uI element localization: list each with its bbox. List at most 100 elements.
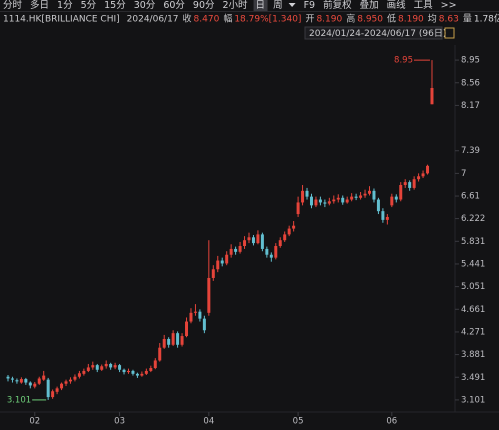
candle-body bbox=[243, 240, 247, 247]
tab[interactable]: 周 bbox=[273, 0, 283, 11]
tab[interactable]: 5分 bbox=[81, 0, 97, 11]
dropdown-icon[interactable] bbox=[288, 3, 296, 7]
candle-body bbox=[430, 87, 434, 105]
candle-body bbox=[260, 234, 264, 249]
candle-body bbox=[385, 216, 389, 220]
y-tick-label: 5.051 bbox=[461, 282, 485, 292]
candle-body bbox=[33, 383, 37, 387]
y-tick-label: 8.95 bbox=[461, 56, 480, 66]
candle-body bbox=[381, 211, 385, 220]
y-tick-label: 4.271 bbox=[461, 327, 485, 337]
candle-body bbox=[278, 240, 282, 247]
candle-body bbox=[60, 383, 64, 389]
field-label: 低 bbox=[387, 13, 396, 25]
candle-body bbox=[412, 179, 416, 188]
field-value: 8.470 bbox=[194, 15, 220, 25]
y-tick-label: 8.56 bbox=[461, 78, 480, 88]
candle-body bbox=[104, 363, 108, 367]
candle-body bbox=[421, 173, 425, 177]
candle-body bbox=[216, 260, 220, 270]
candle-body bbox=[113, 365, 117, 368]
candle-body bbox=[354, 196, 358, 198]
candle-body bbox=[73, 376, 77, 380]
candle-body bbox=[6, 376, 10, 379]
candle-body bbox=[198, 311, 202, 319]
field-label: 开 bbox=[305, 14, 314, 25]
candle-body bbox=[95, 365, 99, 370]
candle-body bbox=[207, 277, 211, 313]
symbol: 1114.HK[BRILLIANCE CHI] bbox=[3, 15, 120, 25]
y-tick-label: 7.39 bbox=[461, 146, 480, 156]
candle-body bbox=[91, 365, 95, 368]
tab[interactable]: 1分 bbox=[57, 0, 73, 11]
y-tick-label: 6.222 bbox=[461, 214, 485, 224]
candle-body bbox=[153, 360, 157, 369]
candle-body bbox=[408, 182, 412, 188]
candle-body bbox=[77, 373, 81, 377]
candle-body bbox=[176, 333, 180, 345]
candle-body bbox=[68, 379, 72, 382]
field-label: 均 bbox=[428, 13, 437, 25]
candle-body bbox=[118, 365, 122, 370]
candle-body bbox=[167, 338, 171, 345]
tab[interactable]: 前复权 bbox=[323, 0, 352, 11]
candle-body bbox=[229, 248, 233, 255]
quote-date: 2024/06/17 bbox=[127, 15, 179, 25]
tab[interactable]: 15分 bbox=[104, 0, 126, 11]
candle-body bbox=[19, 379, 23, 383]
field-value: 8.190 bbox=[398, 15, 424, 25]
candle-body bbox=[64, 381, 68, 384]
lock-icon[interactable] bbox=[444, 27, 455, 39]
candle-body bbox=[202, 318, 206, 331]
candle-body bbox=[28, 382, 32, 386]
candle-body bbox=[318, 199, 322, 203]
candle-body bbox=[220, 260, 224, 264]
candle-body bbox=[189, 312, 193, 322]
candle-body bbox=[403, 182, 407, 186]
y-tick-label: 3.491 bbox=[461, 373, 485, 383]
min-marker-label: 3.101 bbox=[7, 395, 31, 405]
candle-body bbox=[292, 225, 296, 229]
tab[interactable]: 60分 bbox=[163, 0, 185, 11]
tab[interactable]: 30分 bbox=[134, 0, 156, 11]
candle-body bbox=[301, 190, 305, 203]
candle-body bbox=[394, 196, 398, 200]
field-label: 幅 bbox=[223, 13, 232, 25]
candle-body bbox=[185, 321, 189, 337]
candle-body bbox=[162, 338, 166, 348]
y-tick-label: 5.831 bbox=[461, 237, 485, 247]
candle-body bbox=[287, 228, 291, 235]
y-tick-label: 4.661 bbox=[461, 305, 485, 315]
tab[interactable]: 工具 bbox=[414, 0, 434, 11]
candle-body bbox=[327, 201, 331, 204]
tab[interactable]: 分时 bbox=[3, 0, 23, 11]
x-tick-label: 06 bbox=[386, 417, 397, 427]
tab[interactable]: 2小时 bbox=[223, 0, 249, 11]
tab[interactable]: 画线 bbox=[387, 0, 407, 11]
field-value: 18.79%[1.340] bbox=[234, 15, 301, 25]
candle-body bbox=[332, 199, 336, 202]
candle-body bbox=[149, 368, 153, 371]
x-tick-label: 02 bbox=[29, 417, 40, 427]
tab[interactable]: F9 bbox=[304, 0, 316, 11]
candle-body bbox=[144, 370, 148, 374]
field-value: 8.190 bbox=[316, 15, 342, 25]
candle-body bbox=[274, 246, 278, 258]
tab[interactable]: >> bbox=[441, 0, 457, 11]
range-box[interactable] bbox=[304, 26, 443, 40]
plot: 8.95 8.56 8.17 7.39 7 6.61 6.222 5.831 5.441 5.05… bbox=[6, 56, 485, 427]
candle-body bbox=[283, 234, 287, 241]
x-tick-label: 05 bbox=[293, 417, 304, 427]
tab[interactable]: 叠加 bbox=[360, 0, 379, 11]
tab[interactable]: 多日 bbox=[30, 0, 49, 11]
tab[interactable]: 日 bbox=[256, 0, 266, 11]
quote-bar: 1114.HK[BRILLIANCE CHI] 2024/06/17 收 8.470 幅… bbox=[3, 13, 499, 25]
candle-body bbox=[37, 378, 41, 384]
candle-body bbox=[131, 370, 135, 374]
tab[interactable]: 90分 bbox=[193, 0, 215, 11]
candle-body bbox=[15, 380, 19, 382]
candle-body bbox=[269, 254, 273, 258]
candle-body bbox=[86, 367, 90, 371]
